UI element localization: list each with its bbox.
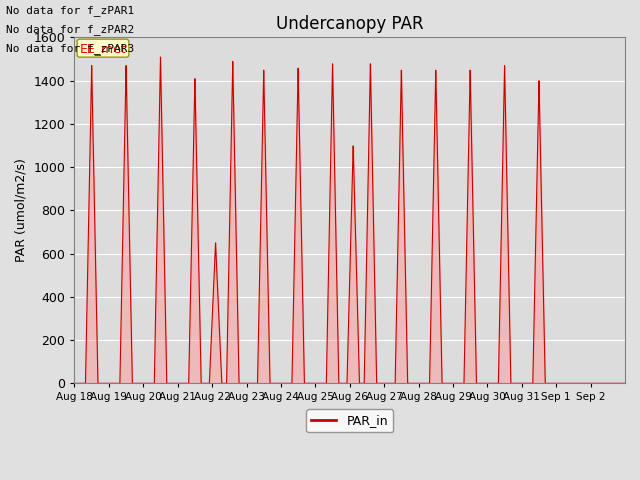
Text: No data for f_zPAR1: No data for f_zPAR1 [6,5,134,16]
Text: No data for f_zPAR2: No data for f_zPAR2 [6,24,134,35]
Title: Undercanopy PAR: Undercanopy PAR [276,15,424,33]
Text: No data for f_zPAR3: No data for f_zPAR3 [6,43,134,54]
Y-axis label: PAR (umol/m2/s): PAR (umol/m2/s) [15,158,28,262]
Legend: PAR_in: PAR_in [307,409,393,432]
Text: EE_met: EE_met [79,42,126,55]
